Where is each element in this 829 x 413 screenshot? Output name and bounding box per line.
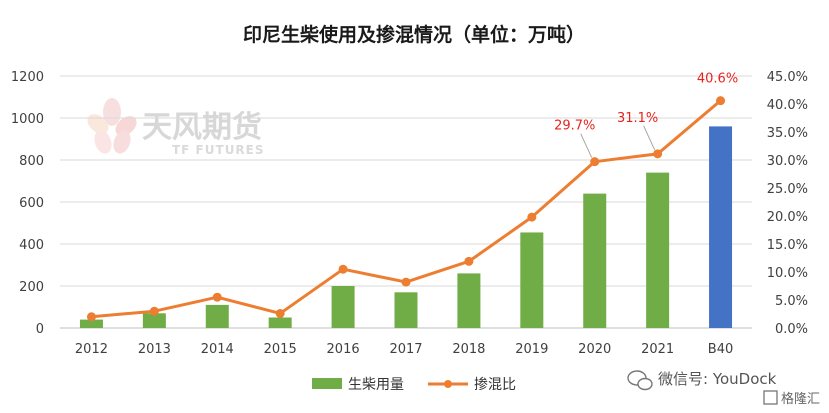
legend-label-line: 掺混比 (474, 376, 516, 393)
y-right-tick-label: 35.0% (767, 126, 808, 141)
bar-2013 (142, 313, 166, 328)
chart-title: 印尼生柴使用及掺混情况（单位：万吨） (243, 23, 585, 46)
y-left-tick-label: 200 (19, 280, 44, 295)
y-right-tick-label: 30.0% (767, 154, 808, 169)
bar-2020 (583, 193, 607, 328)
wechat-badge: 微信号: YouDock (627, 370, 777, 391)
logo-petal-1 (103, 98, 121, 126)
bar-2016 (331, 286, 355, 328)
line-point-2012 (86, 312, 96, 322)
x-tick-label: 2015 (264, 342, 297, 357)
y-left-tick-label: 1200 (11, 70, 44, 85)
x-tick-label: 2013 (138, 342, 171, 357)
y-right-tick-label: 5.0% (775, 294, 808, 309)
x-tick-label: 2019 (515, 342, 548, 357)
line-point-B40 (716, 96, 726, 106)
data-label-leader (580, 133, 593, 158)
y-right-tick-label: 25.0% (767, 182, 808, 197)
line-point-2016 (338, 264, 348, 274)
watermark-logo (87, 98, 137, 154)
line-point-2019 (527, 212, 537, 222)
legend: 生柴用量 掺混比 (312, 376, 516, 393)
y-left-tick-label: 800 (19, 154, 44, 169)
x-tick-label: 2012 (75, 342, 108, 357)
y-right-tick-label: 10.0% (767, 266, 808, 281)
watermark-brand-cn: 天风期货 (142, 110, 262, 145)
x-tick-label: 2020 (578, 342, 611, 357)
y-axis-left: 0 200 400 600 800 1000 1200 (11, 70, 44, 337)
line-point-2015 (275, 308, 285, 318)
y-right-tick-label: 40.0% (767, 98, 808, 113)
data-label: 29.7% (554, 119, 595, 134)
line-point-2017 (401, 277, 411, 287)
gridlines (60, 75, 752, 329)
bar-2017 (394, 292, 418, 328)
bar-B40 (709, 126, 733, 329)
data-label: 31.1% (617, 111, 658, 126)
data-labels: 29.7% 31.1% 40.6% (554, 72, 738, 158)
wechat-label: 微信号: YouDock (658, 370, 777, 388)
site-label: 格隆汇 (781, 391, 820, 407)
legend-swatch-bar (312, 378, 342, 389)
site-logo-icon (763, 390, 778, 405)
y-right-tick-label: 45.0% (767, 70, 808, 85)
bar-2019 (520, 232, 544, 328)
bar-2015 (268, 317, 292, 328)
bar-2018 (457, 273, 481, 328)
legend-label-bar: 生柴用量 (348, 377, 404, 393)
bar-2021 (646, 172, 670, 328)
y-right-tick-label: 15.0% (767, 238, 808, 253)
x-tick-label: 2021 (641, 342, 674, 357)
site-badge: 格隆汇 (763, 390, 820, 407)
x-tick-label: 2017 (389, 342, 422, 357)
line-point-2013 (149, 306, 159, 316)
data-label: 40.6% (697, 72, 738, 87)
bar-2014 (205, 304, 229, 328)
wechat-icon-bubble (637, 377, 653, 391)
logo-petal-2 (87, 114, 109, 134)
legend-swatch-marker (444, 380, 452, 388)
bar-series (79, 126, 733, 329)
y-right-tick-label: 0.0% (775, 322, 808, 337)
x-axis: 2012 2013 2014 2015 2016 2017 2018 2019 2020 2021… (75, 342, 733, 357)
y-left-tick-label: 0 (36, 322, 44, 337)
logo-petal-5 (113, 130, 131, 154)
y-left-tick-label: 400 (19, 238, 44, 253)
line-series (86, 96, 726, 322)
line-point-2020 (590, 157, 600, 167)
x-tick-label: 2014 (201, 342, 234, 357)
y-left-tick-label: 600 (19, 196, 44, 211)
y-left-tick-label: 1000 (11, 112, 44, 127)
logo-petal-4 (94, 130, 112, 154)
y-right-tick-label: 20.0% (767, 210, 808, 225)
line-point-2014 (212, 292, 222, 302)
data-label-leader (643, 125, 656, 151)
x-tick-label: 2016 (327, 342, 360, 357)
logo-petal-3 (115, 116, 137, 136)
y-axis-right: 0.0% 5.0% 10.0% 15.0% 20.0% 25.0% 30.0% 35.0% 40… (767, 70, 808, 337)
watermark-brand-en: TF FUTURES (172, 143, 265, 157)
line-point-2018 (464, 256, 474, 266)
bar-2012 (79, 319, 103, 328)
x-tick-label: B40 (708, 342, 733, 357)
line-point-2021 (653, 149, 663, 159)
x-tick-label: 2018 (452, 342, 485, 357)
